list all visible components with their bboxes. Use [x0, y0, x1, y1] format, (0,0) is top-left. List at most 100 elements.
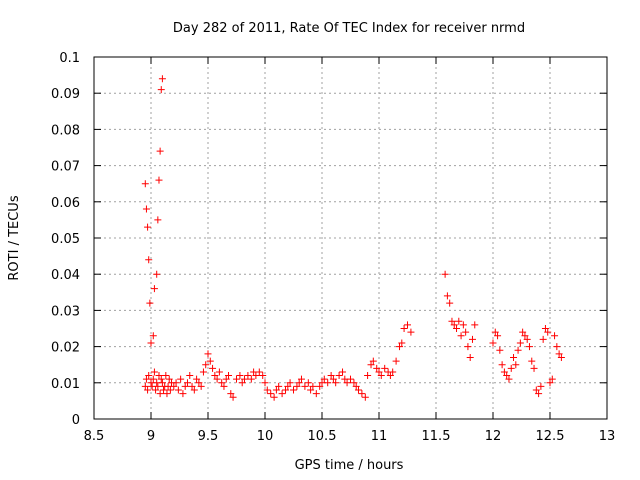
data-point	[267, 390, 275, 398]
data-point	[354, 386, 362, 394]
data-point	[158, 75, 166, 83]
x-axis-label: GPS time / hours	[295, 458, 404, 473]
data-point	[284, 382, 292, 390]
data-point	[557, 353, 565, 361]
data-point	[316, 382, 324, 390]
data-point	[142, 375, 150, 383]
data-point	[156, 390, 164, 398]
data-point	[147, 339, 155, 347]
data-point	[544, 328, 552, 336]
data-point	[503, 372, 511, 380]
data-point	[255, 368, 263, 376]
chart-title: Day 282 of 2011, Rate Of TEC Index for r…	[173, 21, 525, 36]
data-point	[507, 364, 515, 372]
data-point	[489, 339, 497, 347]
data-point	[541, 325, 549, 332]
data-point	[307, 386, 315, 394]
data-point	[347, 375, 354, 383]
data-point	[152, 386, 160, 394]
x-tick-label: 13	[599, 429, 616, 444]
data-point	[275, 382, 283, 390]
y-tick-label: 0	[72, 413, 80, 428]
data-point	[286, 379, 294, 387]
data-point	[225, 372, 233, 380]
data-point	[233, 375, 240, 383]
data-point	[252, 372, 260, 380]
x-tick-label: 9.5	[198, 429, 219, 444]
data-point	[381, 364, 389, 372]
data-point	[389, 368, 397, 376]
y-tick-label: 0.09	[51, 87, 80, 102]
data-point	[295, 379, 303, 387]
data-point	[247, 375, 255, 383]
data-point	[500, 368, 508, 376]
data-point	[512, 361, 520, 369]
data-point	[386, 372, 394, 380]
data-point	[446, 299, 454, 307]
data-point	[471, 321, 479, 329]
data-point	[290, 386, 297, 394]
data-point	[553, 343, 561, 351]
data-point	[548, 375, 556, 383]
data-point	[157, 375, 165, 383]
data-point	[327, 372, 335, 380]
y-tick-label: 0.05	[51, 232, 80, 247]
data-point	[510, 353, 518, 361]
x-tick-label: 12.5	[536, 429, 565, 444]
data-point	[535, 390, 543, 398]
data-point	[195, 379, 203, 387]
data-point	[162, 372, 170, 380]
data-point	[443, 292, 451, 300]
data-point	[539, 335, 547, 343]
data-point	[498, 361, 506, 369]
data-point	[457, 332, 465, 340]
x-axis-ticks: 8.5 9 9.5 10 10.5 11 11.5 12 12.5 13	[84, 57, 616, 444]
data-point	[197, 382, 205, 390]
data-point	[523, 335, 531, 343]
data-point	[320, 375, 328, 383]
data-point	[165, 375, 173, 383]
data-point	[244, 372, 252, 380]
data-point	[339, 368, 347, 376]
data-point	[392, 357, 400, 365]
data-point	[329, 375, 337, 383]
grid-lines	[94, 57, 607, 419]
data-point	[229, 393, 237, 401]
data-point	[459, 321, 467, 329]
data-point	[361, 393, 369, 401]
x-tick-label: 10	[257, 429, 274, 444]
data-point	[166, 386, 174, 394]
data-point	[188, 382, 196, 390]
data-point	[332, 379, 340, 387]
data-point	[150, 285, 158, 293]
data-point	[204, 350, 212, 358]
data-point	[141, 180, 149, 188]
data-point	[215, 368, 223, 376]
data-point	[145, 256, 153, 264]
y-tick-label: 0.06	[51, 196, 80, 211]
y-tick-label: 0.07	[51, 160, 80, 175]
data-point	[373, 364, 381, 372]
data-point	[546, 379, 554, 387]
x-tick-label: 11.5	[422, 429, 451, 444]
data-point	[551, 332, 559, 340]
data-point	[453, 325, 461, 332]
data-point	[202, 361, 210, 369]
data-point	[146, 299, 154, 307]
data-point	[455, 317, 463, 325]
data-point	[238, 379, 246, 387]
x-tick-label: 10.5	[308, 429, 337, 444]
data-point	[352, 382, 360, 390]
data-point	[404, 321, 411, 329]
data-point	[555, 350, 563, 358]
data-point	[375, 368, 383, 376]
y-axis-label: ROTI / TECUs	[7, 195, 22, 280]
data-point	[530, 364, 538, 372]
y-tick-label: 0.1	[59, 51, 80, 66]
data-point	[186, 372, 194, 380]
data-point	[177, 375, 185, 383]
data-point	[240, 375, 248, 383]
data-point	[209, 364, 217, 372]
data-point	[154, 216, 162, 224]
